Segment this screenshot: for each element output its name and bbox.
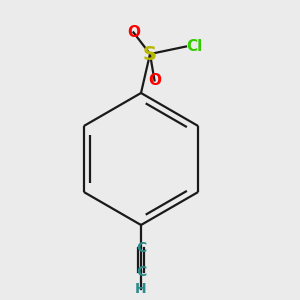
Text: O: O bbox=[148, 73, 161, 88]
Text: H: H bbox=[135, 282, 147, 296]
Text: S: S bbox=[143, 44, 157, 64]
Text: C: C bbox=[136, 265, 146, 279]
Text: C: C bbox=[136, 241, 146, 254]
Text: Cl: Cl bbox=[186, 39, 202, 54]
Text: O: O bbox=[127, 25, 140, 40]
